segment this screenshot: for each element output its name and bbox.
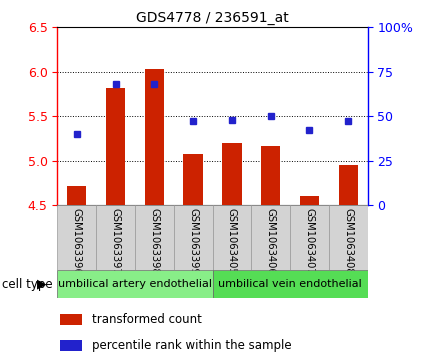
Text: GSM1063407: GSM1063407	[304, 208, 314, 275]
Text: umbilical artery endothelial: umbilical artery endothelial	[58, 279, 212, 289]
Bar	[251, 205, 290, 270]
Bar	[222, 143, 241, 205]
Text: transformed count: transformed count	[91, 313, 201, 326]
Text: percentile rank within the sample: percentile rank within the sample	[91, 339, 291, 352]
Text: GSM1063396: GSM1063396	[72, 208, 82, 275]
Bar	[57, 205, 96, 270]
Bar	[96, 205, 135, 270]
Bar	[290, 205, 329, 270]
Bar	[60, 314, 82, 325]
Text: umbilical vein endothelial: umbilical vein endothelial	[218, 279, 362, 289]
Text: GSM1063408: GSM1063408	[343, 208, 353, 275]
Bar	[329, 205, 368, 270]
Bar	[184, 154, 203, 205]
Text: GSM1063405: GSM1063405	[227, 208, 237, 275]
Title: GDS4778 / 236591_at: GDS4778 / 236591_at	[136, 11, 289, 25]
Bar	[60, 340, 82, 351]
Bar	[144, 69, 164, 205]
Bar	[67, 185, 86, 205]
Bar	[212, 205, 251, 270]
Bar	[135, 205, 174, 270]
Text: GSM1063399: GSM1063399	[188, 208, 198, 275]
Bar	[212, 270, 368, 298]
Bar	[174, 205, 212, 270]
Bar	[300, 196, 319, 205]
Text: GSM1063397: GSM1063397	[110, 208, 121, 275]
Bar	[261, 146, 280, 205]
Text: GSM1063398: GSM1063398	[149, 208, 159, 275]
Bar	[339, 165, 358, 205]
Text: ▶: ▶	[37, 278, 47, 290]
Text: cell type: cell type	[2, 278, 53, 290]
Text: GSM1063406: GSM1063406	[266, 208, 276, 275]
Bar	[106, 88, 125, 205]
Bar	[57, 270, 212, 298]
